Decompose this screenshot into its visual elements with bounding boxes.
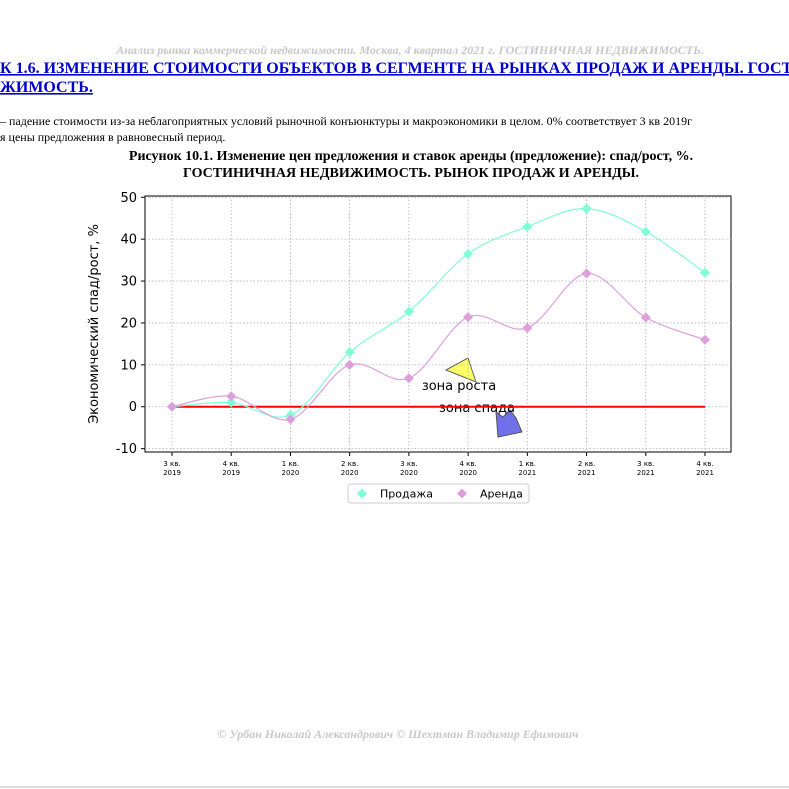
- y-tick-label: -10: [116, 442, 137, 457]
- x-tick-label: 2 кв.: [341, 460, 358, 468]
- x-tick-label: 2020: [459, 469, 477, 477]
- data-point: [344, 347, 355, 358]
- data-point: [226, 391, 237, 402]
- x-tick-label: 2021: [637, 469, 655, 477]
- data-point: [640, 312, 651, 323]
- legend-label: Продажа: [380, 488, 433, 501]
- data-point: [581, 203, 592, 214]
- data-point: [463, 312, 474, 323]
- x-tick-label: 2020: [400, 469, 418, 477]
- y-tick-label: 10: [120, 358, 137, 373]
- heading-line: ЖИМОСТЬ.: [0, 79, 93, 96]
- y-tick-label: 0: [129, 400, 137, 415]
- x-tick-label: 4 кв.: [459, 460, 476, 468]
- x-tick-label: 1 кв.: [282, 460, 299, 468]
- x-tick-label: 3 кв.: [163, 460, 180, 468]
- chart: Экономический спад/рост, % зона роста зо…: [87, 191, 732, 504]
- paragraph-line: я цены предложения в равновесный период.: [0, 130, 225, 144]
- series-line: [171, 272, 706, 421]
- header-title: Анализ рынка коммерческой недвижимости. …: [115, 43, 703, 57]
- x-tick-label: 2 кв.: [578, 460, 595, 468]
- x-tick-label: 2019: [222, 469, 240, 477]
- data-point: [167, 401, 177, 412]
- legend-box: [347, 483, 530, 504]
- plot-frame: [144, 195, 732, 453]
- y-tick-label: 30: [120, 275, 137, 290]
- data-point: [226, 397, 237, 408]
- y-axis-label: Экономический спад/рост, %: [87, 224, 102, 424]
- paragraph-line: – падение стоимости из-за неблагоприятны…: [0, 114, 692, 128]
- x-tick-label: 4 кв.: [223, 460, 240, 468]
- x-tick-label: 2021: [696, 469, 714, 477]
- data-point: [403, 306, 414, 317]
- x-tick-label: 3 кв.: [637, 460, 654, 468]
- figure-caption: ГОСТИНИЧНАЯ НЕДВИЖИМОСТЬ. РЫНОК ПРОДАЖ И…: [183, 166, 639, 181]
- legend-marker: [357, 488, 367, 499]
- x-tick-label: 2021: [518, 469, 536, 477]
- x-tick-label: 3 кв.: [400, 460, 417, 468]
- y-tick-label: 50: [120, 191, 137, 206]
- annotation: зона роста: [422, 379, 496, 394]
- x-tick-label: 2020: [282, 469, 300, 477]
- figure-caption: Рисунок 10.1. Изменение цен предложения …: [129, 149, 693, 164]
- legend-label: Аренда: [480, 488, 523, 501]
- data-point: [463, 248, 474, 259]
- x-tick-label: 1 кв.: [519, 460, 536, 468]
- x-tick-label: 4 кв.: [696, 460, 713, 468]
- x-tick-label: 2020: [341, 469, 359, 477]
- heading-line: К 1.6. ИЗМЕНЕНИЕ СТОИМОСТИ ОБЪЕКТОВ В СЕ…: [0, 60, 789, 77]
- data-point: [285, 414, 296, 425]
- data-point: [700, 334, 710, 345]
- data-point: [522, 221, 533, 232]
- decline-arrow: [495, 409, 523, 438]
- y-tick-label: 20: [120, 316, 137, 331]
- data-point: [522, 322, 533, 333]
- data-point: [700, 267, 710, 278]
- x-tick-label: 2019: [163, 469, 181, 477]
- x-tick-label: 2021: [578, 469, 596, 477]
- data-point: [640, 226, 651, 237]
- annotation: зона спада: [439, 401, 515, 416]
- y-tick-label: 40: [120, 233, 137, 248]
- data-point: [344, 359, 355, 370]
- legend-marker: [457, 488, 467, 499]
- data-point: [403, 373, 414, 384]
- data-point: [581, 268, 592, 279]
- footer-text: © Урбан Николай Александрович © Шехтман …: [217, 727, 578, 741]
